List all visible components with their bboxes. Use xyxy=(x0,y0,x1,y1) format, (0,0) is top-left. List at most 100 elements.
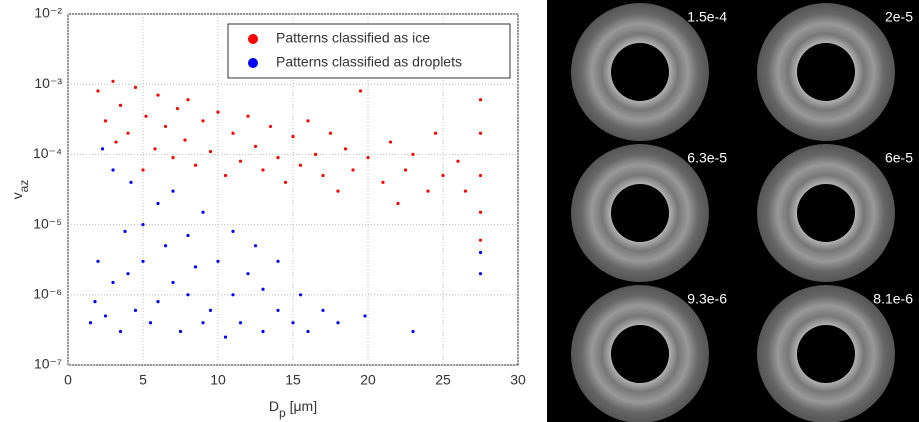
legend-marker xyxy=(248,58,258,68)
y-tick-label: 10⁻⁵ xyxy=(33,215,62,231)
point xyxy=(328,131,333,135)
x-tick-label: 10 xyxy=(210,372,226,388)
point xyxy=(478,210,483,214)
point xyxy=(114,140,118,144)
legend-label: Patterns classified as ice xyxy=(276,30,430,46)
x-tick-label: 25 xyxy=(435,372,451,388)
point xyxy=(201,119,205,123)
point xyxy=(298,293,303,297)
point xyxy=(478,98,483,102)
point xyxy=(156,93,160,97)
point xyxy=(208,308,213,312)
image-label: 1.5e-4 xyxy=(687,9,727,25)
point xyxy=(141,223,145,227)
point xyxy=(123,229,127,234)
point xyxy=(223,173,228,178)
legend: Patterns classified as ice Patterns class… xyxy=(227,23,511,79)
point xyxy=(193,265,198,269)
point xyxy=(141,168,145,172)
point xyxy=(141,259,145,263)
point xyxy=(111,280,115,285)
point xyxy=(478,173,483,178)
ring-inner xyxy=(611,325,669,383)
point xyxy=(441,173,445,178)
x-tick-label: 15 xyxy=(285,372,301,388)
point xyxy=(456,159,460,163)
point xyxy=(276,156,280,160)
point xyxy=(186,233,190,238)
point xyxy=(171,156,175,160)
point xyxy=(381,180,385,184)
image-grid: 1.5e-4 2e-5 6.3e-5 6e-5 9.3e-6 8.1e-6 xyxy=(571,3,913,422)
point xyxy=(358,89,363,93)
x-label-unit: [μm] xyxy=(286,398,317,414)
ring-inner xyxy=(797,325,855,383)
point xyxy=(144,114,148,118)
point xyxy=(171,189,175,193)
y-tick-label: 10⁻⁷ xyxy=(34,356,62,372)
point xyxy=(343,147,348,151)
point xyxy=(96,259,100,263)
point xyxy=(93,300,97,304)
point xyxy=(103,314,108,318)
point xyxy=(118,103,123,107)
point xyxy=(268,124,273,129)
point xyxy=(321,173,325,178)
image-label: 2e-5 xyxy=(885,9,913,25)
point xyxy=(129,180,133,184)
point xyxy=(118,329,123,334)
point xyxy=(246,114,250,118)
point xyxy=(261,168,265,172)
point xyxy=(276,259,280,263)
point xyxy=(163,124,168,129)
image-label: 9.3e-6 xyxy=(687,291,727,307)
point xyxy=(178,329,183,334)
point xyxy=(403,168,408,172)
ring-inner xyxy=(611,184,669,242)
point xyxy=(351,168,355,172)
point xyxy=(478,250,483,255)
point xyxy=(133,308,138,312)
ring-inner xyxy=(797,43,855,101)
x-tick-label: 20 xyxy=(360,372,376,388)
point xyxy=(186,293,190,297)
point xyxy=(253,244,258,248)
point xyxy=(261,329,265,334)
point xyxy=(111,79,115,83)
image-label: 6e-5 xyxy=(885,150,913,166)
y-tick-label: 10⁻³ xyxy=(34,75,62,91)
point xyxy=(238,159,243,163)
point xyxy=(336,189,340,193)
x-label-main: D xyxy=(269,398,279,414)
ring-inner xyxy=(611,43,669,101)
point xyxy=(223,335,228,339)
point xyxy=(201,210,205,214)
y-label-main: v xyxy=(9,192,25,199)
point xyxy=(291,321,295,325)
point xyxy=(411,329,415,334)
point xyxy=(291,134,295,139)
ring-inner xyxy=(797,184,855,242)
point xyxy=(148,321,153,325)
point xyxy=(163,244,168,248)
point xyxy=(126,272,130,276)
image-label: 8.1e-6 xyxy=(873,291,913,307)
point xyxy=(96,89,100,93)
point xyxy=(238,321,243,325)
point xyxy=(156,201,160,206)
point xyxy=(216,259,220,263)
y-tick-label: 10⁻² xyxy=(34,5,62,21)
point xyxy=(201,321,205,325)
point xyxy=(426,189,430,193)
y-axis-label: vaz xyxy=(9,180,31,200)
point xyxy=(231,293,235,297)
x-tick-label: 30 xyxy=(510,372,526,388)
point xyxy=(171,280,175,285)
y-tick-label: 10⁻⁶ xyxy=(33,286,62,302)
point xyxy=(306,119,310,123)
point xyxy=(100,147,105,151)
point xyxy=(133,85,138,90)
point xyxy=(208,149,213,154)
point xyxy=(283,180,288,184)
